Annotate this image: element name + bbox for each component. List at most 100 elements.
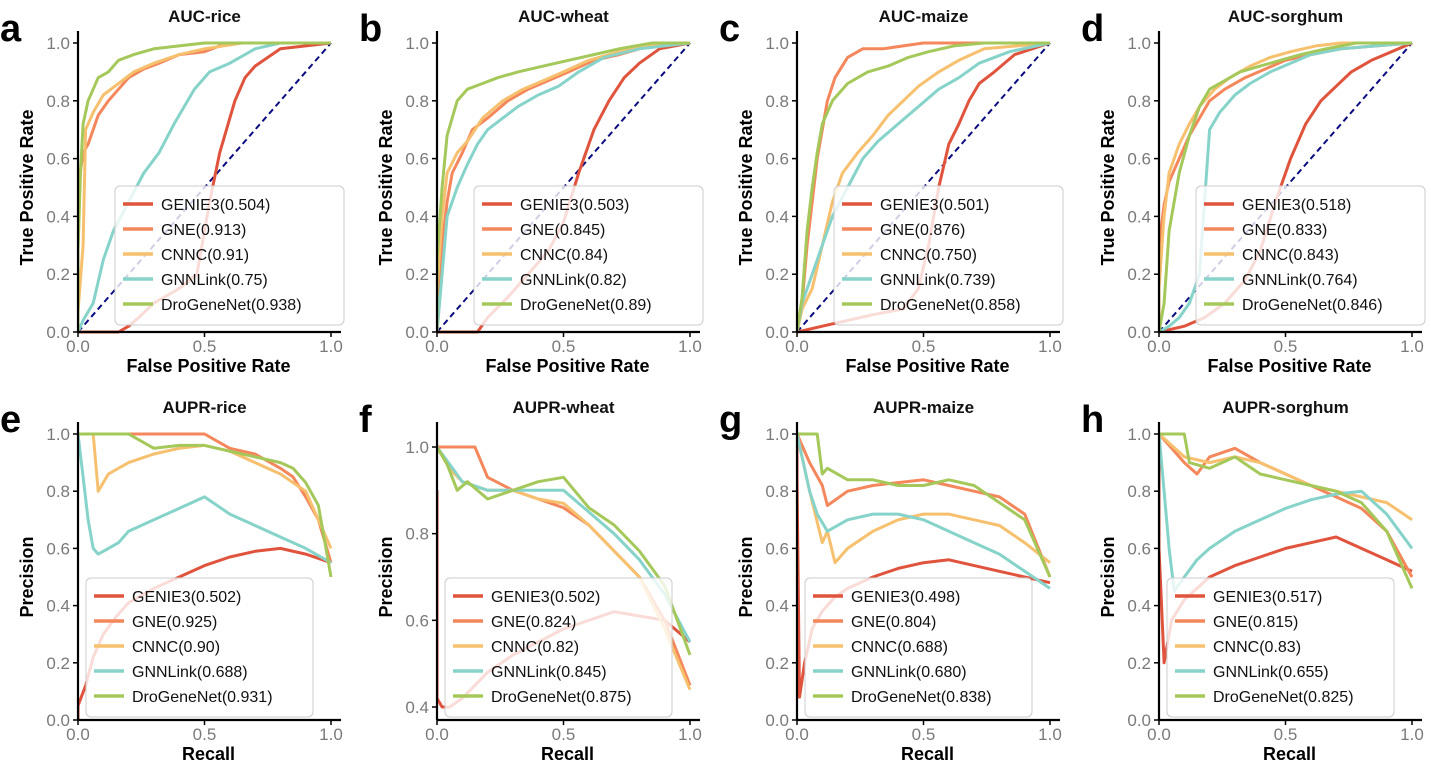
legend-label-genie3: GENIE3(0.502) [491,589,600,606]
y-tick-label: 0.8 [1127,92,1151,111]
legend-label-gne: GNE(0.913) [161,222,246,239]
panel-title: AUPR-wheat [512,398,614,417]
x-axis-label: False Positive Rate [1207,356,1371,376]
x-tick-label: 1.0 [1400,337,1424,356]
x-tick-label: 1.0 [678,725,702,744]
legend-label-gne: GNE(0.804) [851,614,936,631]
panel-title: AUC-rice [168,7,241,26]
series-line-drogenenet [78,432,333,578]
y-tick-label: 1.0 [765,34,789,53]
legend-label-gnnlink: GNNLink(0.82) [520,272,627,289]
panel-b: b AUC-wheat 0.0 0.5 1.0 0.0 0.2 0.4 0.6 0.8 1.0 Fal… [359,7,704,376]
y-tick-label: 0.4 [1127,207,1151,226]
y-tick-label: 0.0 [765,711,789,730]
legend-box [804,577,1033,718]
panel-letter: g [719,399,742,441]
legend-label-gnnlink: GNNLink(0.688) [132,664,248,681]
x-tick-label: 0.5 [1274,337,1298,356]
y-tick-label: 0.4 [46,207,70,226]
x-tick-label: 0.5 [552,725,576,744]
series-line-gnnlink [1159,41,1413,334]
x-tick-label: 1.0 [319,337,343,356]
y-tick-label: 0.0 [46,711,70,730]
legend-box [833,185,1064,326]
y-tick-label: 0.6 [1127,539,1151,558]
y-tick-label: 0.8 [405,525,429,544]
y-axis-label: Precision [376,536,396,617]
legend-label-gne: GNE(0.925) [132,614,217,631]
y-tick-label: 0.2 [46,265,70,284]
panel-letter: e [0,399,21,441]
legend-label-cnnc: CNNC(0.91) [161,247,249,264]
y-tick-label: 0.8 [405,92,429,111]
x-tick-label: 0.5 [193,337,217,356]
y-tick-label: 0.2 [46,654,70,673]
series-line-cnnc [1159,41,1412,332]
series-line-cnnc [797,41,1051,333]
panel-d: d AUC-sorghum 0.0 0.5 1.0 0.0 0.2 0.4 0.6 0.8 1.0 F… [1081,7,1426,376]
x-tick-label: 0.5 [552,337,576,356]
panel-letter: f [359,399,372,441]
legend-box [1166,577,1395,718]
y-tick-label: 1.0 [46,34,70,53]
panel-title: AUC-maize [879,7,969,26]
x-tick-label: 0.0 [66,337,90,356]
series-line-gnnlink [797,433,1051,590]
series-line-drogenenet [78,41,331,332]
x-tick-label: 1.0 [1038,725,1062,744]
series-line-gnnlink [797,41,1051,333]
legend: GENIE3(0.503) GNE(0.845) CNNC(0.84) GNNLink… [473,185,704,326]
y-tick-label: 1.0 [405,438,429,457]
x-tick-label: 1.0 [678,337,702,356]
y-tick-label: 0.4 [46,597,70,616]
panel-title: AUPR-maize [873,398,974,417]
panel-e: e AUPR-rice 0.0 0.5 1.0 0.0 0.2 0.4 0.6 0.8 1.0 Rec… [0,398,343,764]
legend-label-genie3: GENIE3(0.518) [1242,197,1351,214]
panel-h: h AUPR-sorghum 0.0 0.5 1.0 0.0 0.2 0.4 0.6 0.8 1.0… [1081,398,1424,764]
y-axis-label: True Positive Rate [376,109,396,265]
legend-label-cnnc: CNNC(0.82) [491,639,579,656]
legend-label-gnnlink: GNNLink(0.680) [851,664,967,681]
series-line-gnnlink [437,446,692,643]
panel-title: AUC-sorghum [1228,7,1343,26]
y-axis-label: True Positive Rate [1098,109,1118,265]
x-tick-label: 0.0 [1147,725,1171,744]
panel-g: g AUPR-maize 0.0 0.5 1.0 0.0 0.2 0.4 0.6 0.8 1.0 Re… [719,398,1062,764]
y-tick-label: 0.4 [405,207,429,226]
y-axis-label: True Positive Rate [736,109,756,265]
y-tick-label: 1.0 [765,425,789,444]
y-axis-label: True Positive Rate [17,109,37,265]
y-axis-label: Precision [1098,536,1118,617]
x-tick-label: 0.0 [425,337,449,356]
y-axis-label: Precision [736,536,756,617]
x-axis-label: Recall [541,744,594,764]
panel-f: f AUPR-wheat 0.0 0.5 1.0 0.4 0.6 0.8 1.0 Recall Pr… [359,398,702,764]
y-tick-label: 1.0 [1127,34,1151,53]
legend-label-gne: GNE(0.876) [880,222,965,239]
series-line-gnnlink [437,41,691,333]
series-line-gnnlink [78,41,331,333]
legend: GENIE3(0.502) GNE(0.925) CNNC(0.90) GNNLink… [85,577,314,718]
y-tick-label: 0.2 [1127,654,1151,673]
legend-label-cnnc: CNNC(0.90) [132,639,220,656]
y-tick-label: 0.4 [765,207,789,226]
legend: GENIE3(0.498) GNE(0.804) CNNC(0.688) GNNLin… [804,577,1033,718]
legend-label-drogenenet: DroGeneNet(0.846) [1242,297,1383,314]
legend-label-cnnc: CNNC(0.84) [520,247,608,264]
legend: GENIE3(0.501) GNE(0.876) CNNC(0.750) GNNLin… [833,185,1064,326]
y-tick-label: 0.6 [405,611,429,630]
panel-c: c AUC-maize 0.0 0.5 1.0 0.0 0.2 0.4 0.6 0.8 1.0 Fal… [719,7,1064,376]
y-tick-label: 0.0 [46,323,70,342]
legend-label-drogenenet: DroGeneNet(0.875) [491,689,632,706]
legend-label-gnnlink: GNNLink(0.764) [1242,272,1358,289]
y-tick-label: 0.4 [405,698,429,717]
y-tick-label: 1.0 [1127,425,1151,444]
series-line-gnnlink [78,433,332,565]
legend-label-genie3: GENIE3(0.501) [880,197,989,214]
x-tick-label: 0.5 [912,337,936,356]
legend-label-gne: GNE(0.824) [491,614,576,631]
series-line-cnnc [1159,432,1413,522]
legend-label-cnnc: CNNC(0.843) [1242,247,1339,264]
legend-label-drogenenet: DroGeneNet(0.858) [880,297,1021,314]
